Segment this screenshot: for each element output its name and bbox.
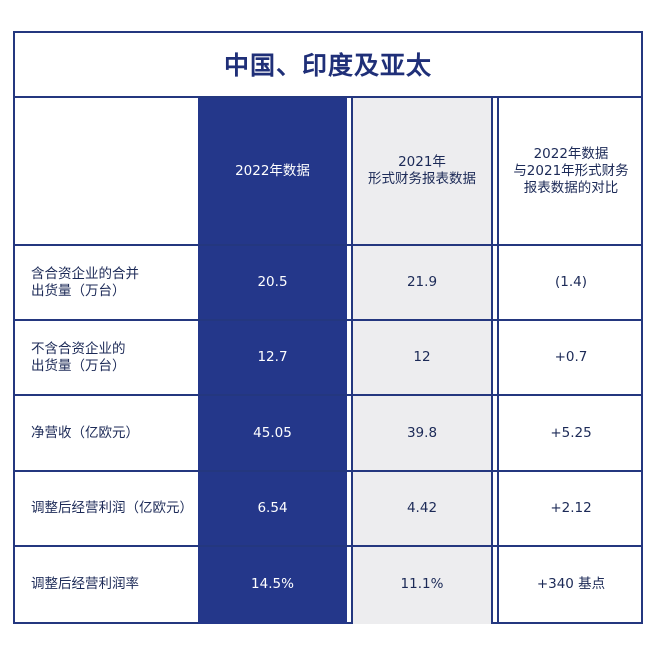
row-divider xyxy=(13,394,643,396)
row-label: 调整后经营利润率 xyxy=(31,576,139,592)
cell-compare: +340 基点 xyxy=(536,576,606,592)
row-divider xyxy=(13,319,643,321)
cell-2021: 4.42 xyxy=(406,500,438,516)
row-label: 不含合资企业的 出货量（万台） xyxy=(31,340,126,374)
column-divider xyxy=(497,97,499,624)
cell-2021: 12 xyxy=(413,349,431,365)
row-divider xyxy=(13,470,643,472)
row-label: 净营收（亿欧元） xyxy=(31,424,139,441)
cell-2021: 21.9 xyxy=(406,274,438,290)
row-divider xyxy=(13,244,643,246)
cell-2022: 14.5% xyxy=(251,576,294,592)
cell-compare: +2.12 xyxy=(550,500,592,516)
cell-2022: 20.5 xyxy=(257,274,288,290)
cell-2022: 6.54 xyxy=(257,500,288,516)
header-2021: 2021年 形式财务报表数据 xyxy=(368,154,476,187)
cell-2021: 11.1% xyxy=(400,576,444,592)
cell-2022: 45.05 xyxy=(253,424,292,441)
cell-2021: 39.8 xyxy=(406,424,438,441)
cell-compare: +0.7 xyxy=(554,349,588,365)
column-2022-background xyxy=(198,97,347,624)
row-label: 含合资企业的合并 出货量（万台） xyxy=(31,265,139,299)
row-divider xyxy=(13,545,643,547)
title-divider xyxy=(13,96,643,98)
table-title: 中国、印度及亚太 xyxy=(223,51,432,80)
header-compare: 2022年数据 与2021年形式财务 报表数据的对比 xyxy=(513,145,629,196)
cell-compare: (1.4) xyxy=(554,274,587,290)
header-2022: 2022年数据 xyxy=(235,162,310,179)
cell-2022: 12.7 xyxy=(257,349,288,365)
cell-compare: +5.25 xyxy=(550,424,592,441)
row-label: 调整后经营利润（亿欧元） xyxy=(31,500,193,516)
column-2021-background xyxy=(351,97,493,624)
